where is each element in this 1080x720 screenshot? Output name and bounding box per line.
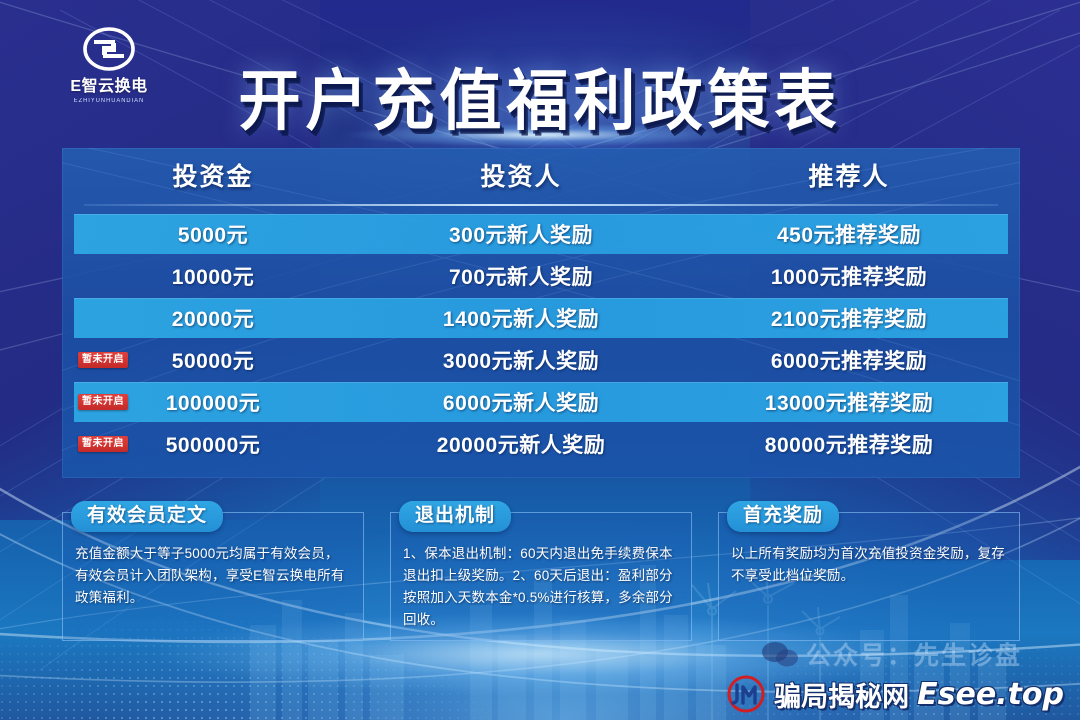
cell-investment-value: 10000元 (171, 266, 255, 289)
wechat-account-text: 公众号：先生诊盘 (805, 642, 1022, 670)
site-watermark: 骗局揭秘网 Esee.top (726, 674, 1064, 714)
table-row[interactable]: 10000元 700元新人奖励 1000元推荐奖励 (74, 256, 1008, 296)
table-row[interactable]: 20000元 1400元新人奖励 2100元推荐奖励 (74, 298, 1008, 338)
cell-investment-value: 5000元 (177, 224, 249, 247)
column-header-investment: 投资金 (172, 163, 254, 191)
cell-investment: 暂未开启 500000元 (74, 429, 352, 459)
info-box-text: 以上所有奖励均为首次充值投资金奖励，复存不享受此档位奖励。 (731, 546, 1005, 583)
info-box-title: 首充奖励 (727, 501, 840, 532)
table-row[interactable]: 5000元 300元新人奖励 450元推荐奖励 (74, 214, 1008, 254)
cell-investment: 暂未开启 100000元 (74, 387, 352, 417)
info-boxes: 有效会员定文 充值金额大于等子5000元均属于有效会员，有效会员计入团队架构，享… (62, 501, 1020, 642)
table-row[interactable]: 暂未开启 100000元 6000元新人奖励 13000元推荐奖励 (74, 382, 1008, 422)
column-header-investor: 投资人 (480, 163, 562, 191)
info-box-exit-policy: 退出机制 1、保本退出机制：60天内退出免手续费保本退出扣上级奖励。2、60天后… (390, 501, 692, 642)
cell-investor: 6000元新人奖励 (442, 392, 600, 415)
wechat-bubble-icon (760, 641, 800, 667)
info-box-title: 有效会员定文 (71, 501, 224, 532)
site-name-en: Esee.top (917, 676, 1064, 712)
site-name-cn: 骗局揭秘网 (774, 681, 910, 712)
cell-investment-value: 50000元 (171, 350, 255, 373)
cell-investor: 1400元新人奖励 (442, 308, 600, 331)
table-row[interactable]: 暂未开启 500000元 20000元新人奖励 80000元推荐奖励 (74, 424, 1008, 464)
table-body: 5000元 300元新人奖励 450元推荐奖励 10000元 700元新人奖励 … (62, 214, 1020, 464)
status-badge: 暂未开启 (78, 352, 128, 368)
cell-referrer: 80000元推荐奖励 (764, 434, 934, 457)
info-box-text: 1、保本退出机制：60天内退出免手续费保本退出扣上级奖励。2、60天后退出：盈利… (403, 546, 673, 627)
cell-investment: 5000元 (74, 219, 352, 249)
brand-pinyin: EZHIYUNHUANDIAN (73, 98, 145, 104)
table-row[interactable]: 暂未开启 50000元 3000元新人奖励 6000元推荐奖励 (74, 340, 1008, 380)
info-box-valid-member: 有效会员定文 充值金额大于等子5000元均属于有效会员，有效会员计入团队架构，享… (62, 501, 364, 642)
column-header-referrer: 推荐人 (808, 163, 890, 191)
table-header-divider (84, 204, 998, 206)
jm-circle-logo-icon (726, 674, 766, 714)
cell-investment-value: 100000元 (165, 392, 261, 415)
status-badge: 暂未开启 (78, 436, 128, 452)
policy-table-panel: 投资金 投资人 推荐人 5000元 300元新人奖励 450元推荐奖励 1000… (62, 148, 1020, 478)
cell-investment: 20000元 (74, 303, 352, 333)
cell-investment: 暂未开启 50000元 (74, 345, 352, 375)
info-box-title: 退出机制 (399, 501, 512, 532)
cell-referrer: 2100元推荐奖励 (770, 308, 928, 331)
cell-investor: 700元新人奖励 (448, 266, 594, 289)
cell-investor: 300元新人奖励 (448, 224, 594, 247)
info-box-first-charge-reward: 首充奖励 以上所有奖励均为首次充值投资金奖励，复存不享受此档位奖励。 (718, 501, 1020, 642)
bottom-glow-decoration (0, 582, 1080, 702)
cell-referrer: 13000元推荐奖励 (764, 392, 934, 415)
cell-investment: 10000元 (74, 261, 352, 291)
cell-referrer: 1000元推荐奖励 (770, 266, 928, 289)
cell-investor: 20000元新人奖励 (436, 434, 606, 457)
wechat-account-watermark: 公众号：先生诊盘 (760, 636, 1022, 672)
status-badge: 暂未开启 (78, 394, 128, 410)
swap-battery-logo-icon (82, 22, 136, 76)
cell-investor: 3000元新人奖励 (442, 350, 600, 373)
brand-name: E智云换电 (70, 78, 148, 95)
cell-investment-value: 20000元 (171, 308, 255, 331)
cell-referrer: 6000元推荐奖励 (770, 350, 928, 373)
page-title: 开户充值福利政策表 (238, 62, 842, 140)
table-header-row: 投资金 投资人 推荐人 (62, 148, 1020, 202)
info-box-text: 充值金额大于等子5000元均属于有效会员，有效会员计入团队架构，享受E智云换电所… (75, 546, 345, 605)
cell-investment-value: 500000元 (165, 434, 261, 457)
cell-referrer: 450元推荐奖励 (776, 224, 922, 247)
brand-logo: E智云换电 EZHIYUNHUANDIAN (44, 22, 174, 104)
